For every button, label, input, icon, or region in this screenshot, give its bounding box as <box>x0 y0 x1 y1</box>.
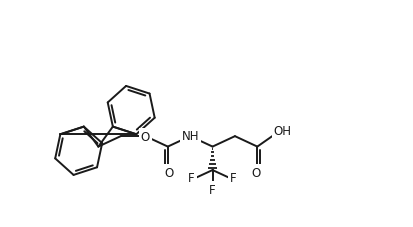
Text: OH: OH <box>273 124 291 137</box>
Text: O: O <box>140 130 150 143</box>
Text: O: O <box>164 167 173 180</box>
Text: F: F <box>188 171 195 184</box>
Text: NH: NH <box>181 129 199 142</box>
Text: F: F <box>230 171 236 184</box>
Text: F: F <box>209 183 215 196</box>
Text: O: O <box>251 167 260 180</box>
